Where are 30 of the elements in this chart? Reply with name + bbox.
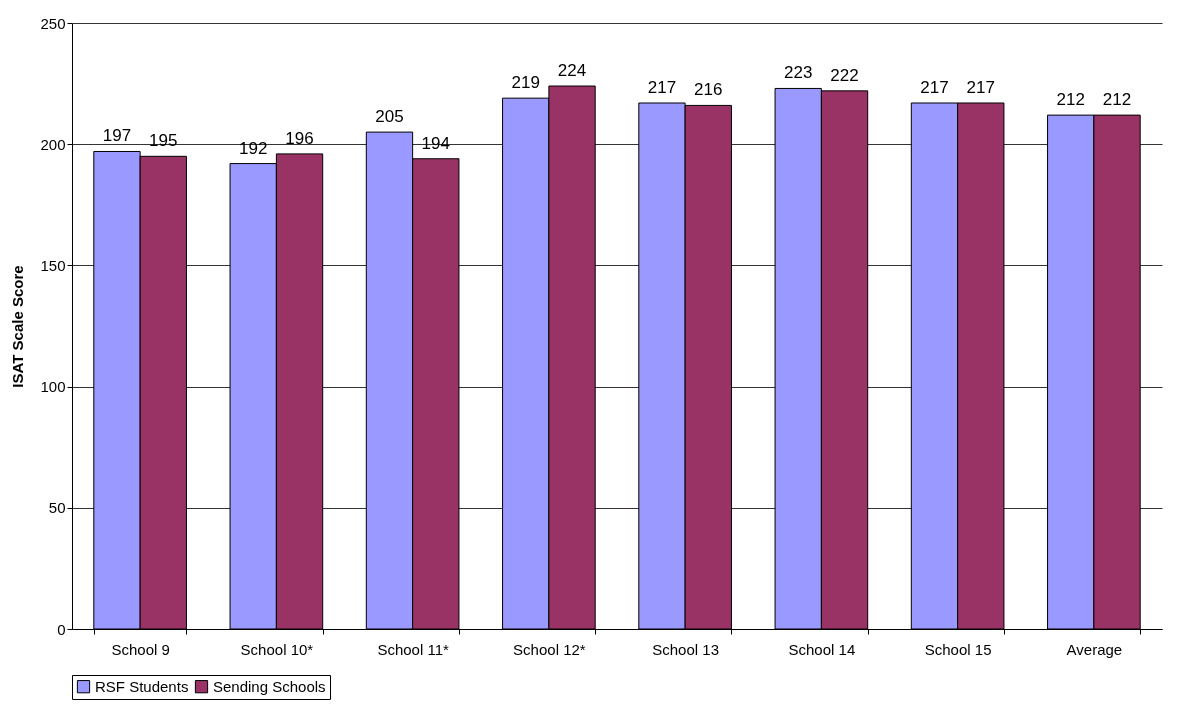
data-label: 205 (375, 107, 404, 127)
data-label: 212 (1102, 90, 1132, 110)
data-label: 216 (694, 80, 723, 100)
x-tick-label: Average (1066, 640, 1123, 658)
data-label: 196 (285, 128, 314, 148)
data-label: 222 (830, 65, 859, 85)
y-tick-label: 200 (40, 135, 66, 153)
x-tick-label: School 14 (788, 640, 856, 658)
y-axis-title: ISAT Scale Score (9, 265, 27, 388)
x-tick-label: School 11* (377, 640, 449, 658)
x-tick-label: School 13 (652, 640, 719, 658)
legend-label: RSF Students (95, 677, 189, 695)
y-tick-label: 250 (40, 14, 66, 32)
x-tick-label: School 10* (240, 640, 314, 658)
legend-label: Sending Schools (213, 677, 326, 695)
y-tick-label: 100 (40, 378, 66, 396)
data-label: 219 (511, 73, 540, 93)
data-label: 217 (920, 77, 949, 97)
data-label: 217 (966, 77, 995, 97)
x-tick-label: School 12* (513, 640, 586, 658)
data-label: 197 (102, 126, 132, 146)
y-tick-label: 50 (48, 499, 66, 517)
data-label: 224 (557, 61, 587, 81)
x-tick-label: School 9 (111, 640, 170, 658)
data-label: 223 (784, 63, 813, 83)
y-tick-label: 0 (57, 620, 66, 638)
data-label: 217 (647, 77, 677, 97)
x-tick-label: School 15 (924, 640, 992, 658)
data-label: 212 (1056, 90, 1085, 110)
y-tick-label: 150 (40, 256, 66, 274)
